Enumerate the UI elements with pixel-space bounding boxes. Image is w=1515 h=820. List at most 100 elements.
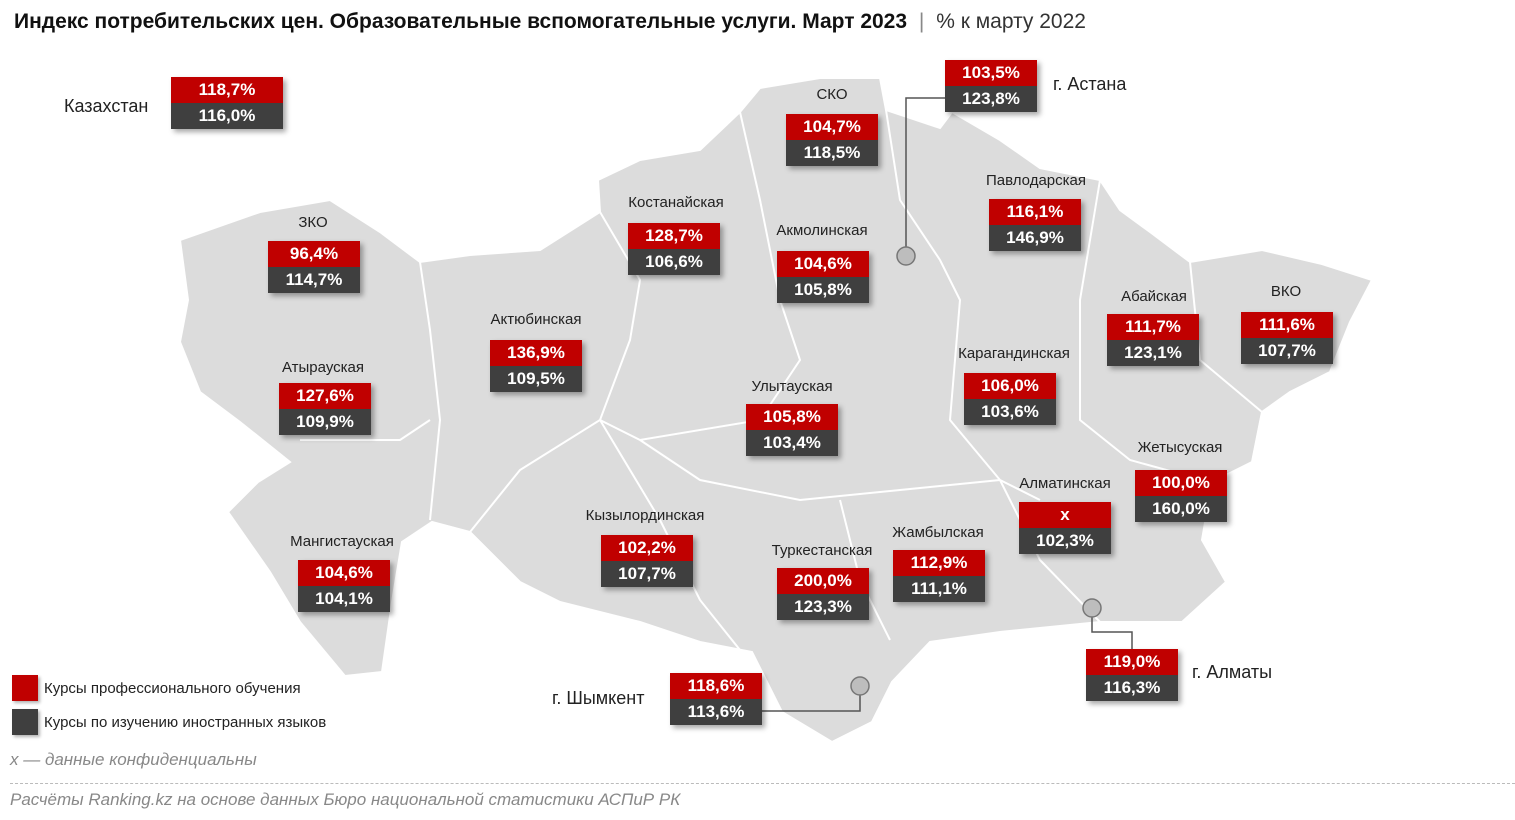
- region-label: Актюбинская: [490, 311, 582, 328]
- region-value-box: 106,0% 103,6%: [964, 373, 1056, 425]
- region-label: г. Астана: [1053, 74, 1127, 94]
- professional-value: 119,0%: [1086, 649, 1178, 675]
- professional-value: 118,6%: [670, 673, 762, 699]
- professional-value: 103,5%: [945, 60, 1037, 86]
- legend-label: Курсы по изучению иностранных языков: [44, 713, 327, 731]
- title-separator: |: [918, 10, 925, 33]
- region-value-box: x 102,3%: [1019, 502, 1111, 554]
- legend-swatch-dark: [12, 709, 38, 735]
- region-label: Улытауская: [751, 378, 833, 395]
- region-value-box: 112,9% 111,1%: [893, 550, 985, 602]
- languages-value: 104,1%: [298, 586, 390, 612]
- region-value-box: 128,7% 106,6%: [628, 223, 720, 275]
- confidential-note: x — данные конфиденциальны: [10, 750, 257, 769]
- languages-value: 123,1%: [1107, 340, 1199, 366]
- languages-value: 118,5%: [786, 140, 878, 166]
- region-label: ЗКО: [298, 214, 328, 231]
- region-label: Кызылординская: [585, 507, 705, 524]
- divider: [10, 783, 1515, 784]
- languages-value: 103,4%: [746, 430, 838, 456]
- region-value-box: 118,6% 113,6%: [670, 673, 762, 725]
- region-value-box: 136,9% 109,5%: [490, 340, 582, 392]
- region-borders: [300, 109, 1263, 651]
- professional-value: 96,4%: [268, 241, 360, 267]
- professional-value: 105,8%: [746, 404, 838, 430]
- professional-value: x: [1019, 502, 1111, 528]
- professional-value: 127,6%: [279, 383, 371, 409]
- region-label: Жамбылская: [892, 524, 984, 541]
- languages-value: 113,6%: [670, 699, 762, 725]
- languages-value: 103,6%: [964, 399, 1056, 425]
- almaty-marker: [1082, 598, 1102, 618]
- region-value-box: 96,4% 114,7%: [268, 241, 360, 293]
- languages-value: 160,0%: [1135, 496, 1227, 522]
- professional-value: 136,9%: [490, 340, 582, 366]
- region-value-box: 111,6% 107,7%: [1241, 312, 1333, 364]
- shymkent-marker: [850, 676, 870, 696]
- professional-value: 200,0%: [777, 568, 869, 594]
- languages-value: 146,9%: [989, 225, 1081, 251]
- region-label: Алматинская: [1019, 475, 1111, 492]
- professional-value: 106,0%: [964, 373, 1056, 399]
- languages-value: 111,1%: [893, 576, 985, 602]
- languages-value: 109,5%: [490, 366, 582, 392]
- region-value-box: 104,6% 104,1%: [298, 560, 390, 612]
- region-label: г. Шымкент: [552, 688, 645, 708]
- country-professional-value: 118,7%: [171, 77, 283, 103]
- languages-value: 107,7%: [601, 561, 693, 587]
- region-label: г. Алматы: [1192, 662, 1273, 682]
- languages-value: 106,6%: [628, 249, 720, 275]
- region-label: Туркестанская: [771, 542, 873, 559]
- source-note: Расчёты Ranking.kz на основе данных Бюро…: [10, 790, 681, 809]
- country-label: Казахстан: [64, 96, 149, 116]
- region-value-box: 116,1% 146,9%: [989, 199, 1081, 251]
- professional-value: 111,7%: [1107, 314, 1199, 340]
- title-main: Индекс потребительских цен. Образователь…: [14, 10, 908, 33]
- region-value-box: 127,6% 109,9%: [279, 383, 371, 435]
- legend-swatch-red: [12, 675, 38, 701]
- legend-item-languages: Курсы по изучению иностранных языков: [12, 709, 326, 735]
- country-value-box: 118,7% 116,0%: [171, 77, 283, 129]
- region-value-box: 111,7% 123,1%: [1107, 314, 1199, 366]
- professional-value: 104,6%: [298, 560, 390, 586]
- professional-value: 128,7%: [628, 223, 720, 249]
- legend-item-professional: Курсы профессионального обучения: [12, 675, 301, 701]
- languages-value: 102,3%: [1019, 528, 1111, 554]
- region-label: ВКО: [1270, 283, 1302, 300]
- title-subtitle: % к марту 2022: [936, 10, 1086, 33]
- region-label: Павлодарская: [986, 172, 1086, 189]
- region-value-box: 200,0% 123,3%: [777, 568, 869, 620]
- languages-value: 116,3%: [1086, 675, 1178, 701]
- languages-value: 123,3%: [777, 594, 869, 620]
- region-label: Костанайская: [628, 194, 724, 211]
- professional-value: 104,6%: [777, 251, 869, 277]
- languages-value: 105,8%: [777, 277, 869, 303]
- region-label: Абайская: [1121, 288, 1187, 305]
- page-title: Индекс потребительских цен. Образователь…: [14, 10, 1086, 34]
- professional-value: 112,9%: [893, 550, 985, 576]
- region-label: Атырауская: [281, 359, 365, 376]
- region-label: СКО: [816, 86, 848, 103]
- region-value-box: 104,6% 105,8%: [777, 251, 869, 303]
- professional-value: 104,7%: [786, 114, 878, 140]
- professional-value: 111,6%: [1241, 312, 1333, 338]
- region-label: Акмолинская: [776, 222, 868, 239]
- astana-marker: [896, 246, 916, 266]
- professional-value: 116,1%: [989, 199, 1081, 225]
- region-value-box: 103,5% 123,8%: [945, 60, 1037, 112]
- languages-value: 123,8%: [945, 86, 1037, 112]
- languages-value: 114,7%: [268, 267, 360, 293]
- professional-value: 100,0%: [1135, 470, 1227, 496]
- region-label: Карагандинская: [958, 345, 1070, 362]
- region-label: Мангистауская: [290, 533, 394, 550]
- region-label: Жетысуская: [1137, 439, 1223, 456]
- professional-value: 102,2%: [601, 535, 693, 561]
- region-value-box: 119,0% 116,3%: [1086, 649, 1178, 701]
- region-value-box: 104,7% 118,5%: [786, 114, 878, 166]
- region-value-box: 102,2% 107,7%: [601, 535, 693, 587]
- languages-value: 107,7%: [1241, 338, 1333, 364]
- legend-label: Курсы профессионального обучения: [44, 679, 301, 697]
- country-languages-value: 116,0%: [171, 103, 283, 129]
- region-value-box: 105,8% 103,4%: [746, 404, 838, 456]
